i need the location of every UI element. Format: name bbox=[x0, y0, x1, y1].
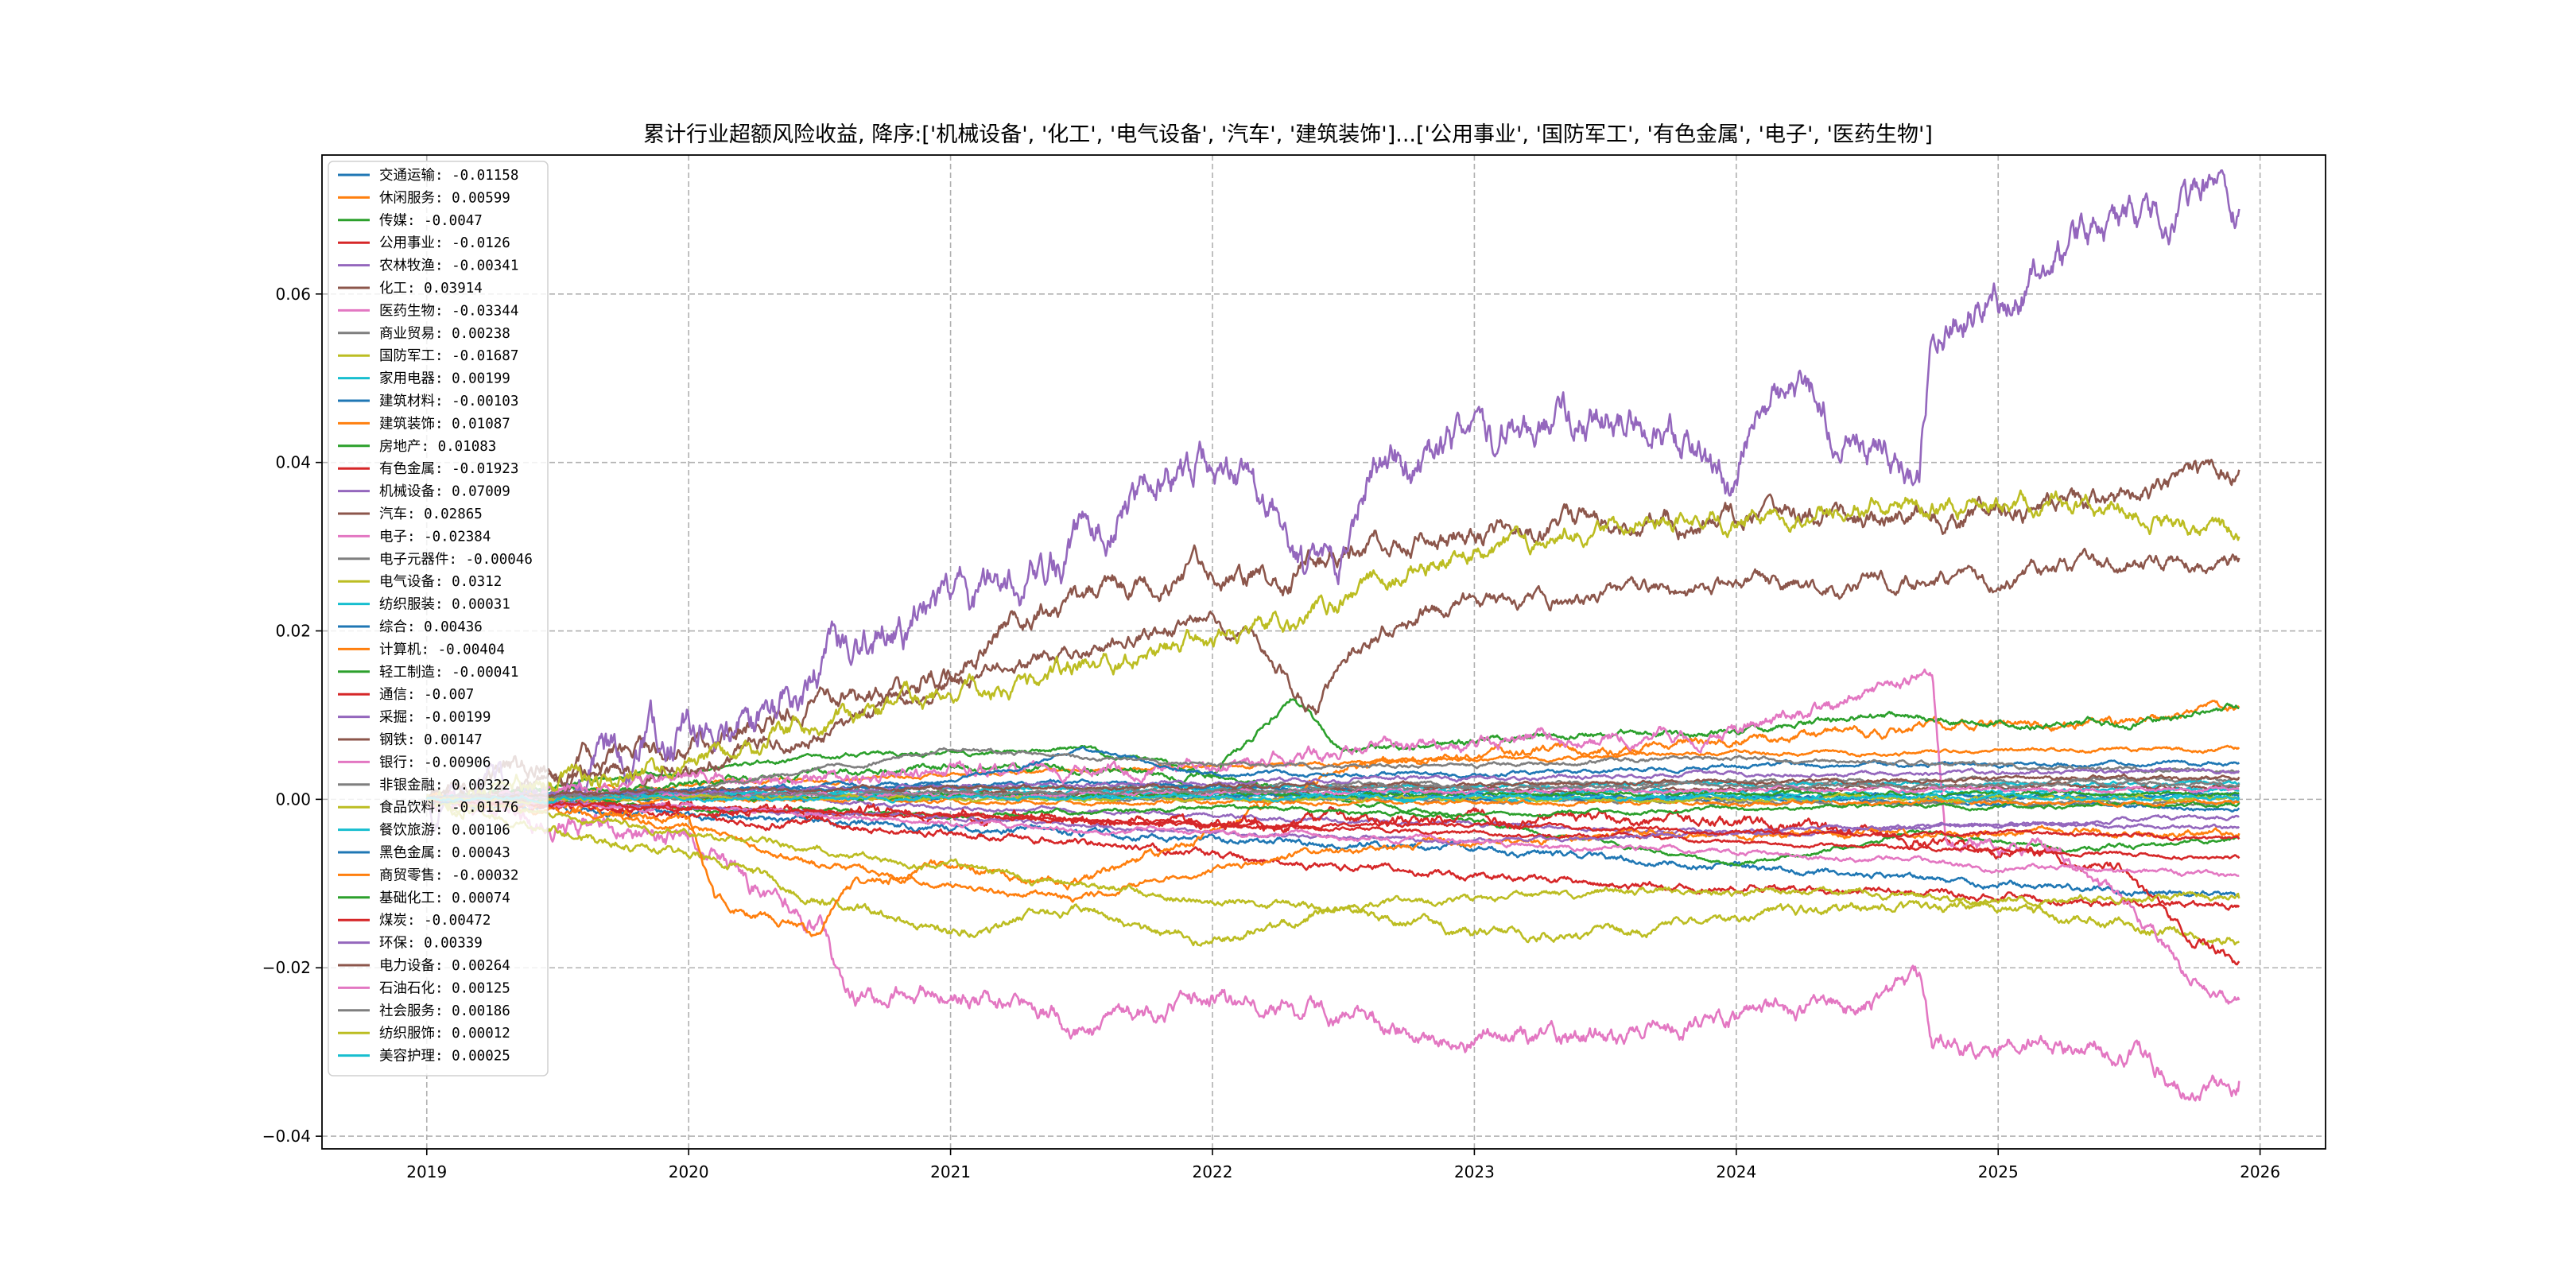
legend-entry: 美容护理: 0.00025 bbox=[379, 1049, 510, 1065]
series-lines bbox=[425, 169, 2240, 1102]
axis-ticks: 2019 2020 2021 2022 2023 2024 2025 2026 −0.04 −0.… bbox=[262, 285, 2280, 1181]
y-tick-label: 0.00 bbox=[275, 789, 311, 809]
legend-entry: 纺织服装: 0.00031 bbox=[379, 597, 510, 613]
series-line-29 bbox=[425, 786, 2240, 803]
legend-entry: 非银金融: 0.00322 bbox=[379, 778, 510, 793]
y-tick-label: −0.02 bbox=[262, 958, 311, 977]
legend-entry: 电力设备: 0.00264 bbox=[379, 958, 510, 974]
legend-box bbox=[328, 161, 549, 1077]
series-line-21 bbox=[425, 795, 2240, 903]
legend-entry: 交通运输: -0.01158 bbox=[379, 168, 518, 184]
legend-entry: 公用事业: -0.0126 bbox=[379, 235, 510, 251]
legend-entry: 餐饮旅游: 0.00106 bbox=[379, 823, 510, 839]
x-tick-label: 2020 bbox=[669, 1162, 709, 1181]
legend-entry: 有色金属: -0.01923 bbox=[379, 461, 518, 477]
series-line-39 bbox=[425, 791, 2240, 805]
x-tick-label: 2025 bbox=[1978, 1162, 2019, 1181]
series-line-14 bbox=[426, 169, 2240, 832]
legend-entry: 采掘: -0.00199 bbox=[379, 710, 491, 726]
legend-entry: 机械设备: 0.07009 bbox=[379, 484, 510, 500]
legend-entry: 食品饮料: -0.01176 bbox=[379, 800, 518, 816]
axes-frame bbox=[321, 154, 2326, 1150]
legend-entry: 纺织服饰: 0.00012 bbox=[379, 1026, 510, 1042]
chart-title: 累计行业超额风险收益, 降序:['机械设备', '化工', '电气设备', '汽… bbox=[643, 122, 1933, 147]
x-tick-label: 2021 bbox=[930, 1162, 971, 1181]
series-line-15 bbox=[425, 547, 2240, 806]
legend-entry: 通信: -0.007 bbox=[379, 687, 474, 703]
legend-entry: 医药生物: -0.03344 bbox=[379, 303, 518, 319]
series-line-27 bbox=[426, 747, 2240, 801]
y-tick-label: 0.06 bbox=[275, 285, 311, 304]
x-tick-label: 2024 bbox=[1716, 1162, 1756, 1181]
legend-entry: 汽车: 0.02865 bbox=[379, 506, 483, 522]
legend-entry: 电子元器件: -0.00046 bbox=[379, 552, 533, 568]
legend-entry: 综合: 0.00436 bbox=[379, 619, 483, 635]
legend-entry: 轻工制造: -0.00041 bbox=[379, 665, 518, 681]
series-line-18 bbox=[425, 489, 2240, 821]
legend-entry: 社会服务: 0.00186 bbox=[379, 1003, 510, 1019]
legend-entry: 石油石化: 0.00125 bbox=[379, 980, 510, 996]
legend-entry: 商贸零售: -0.00032 bbox=[379, 867, 518, 883]
legend-entry: 计算机: -0.00404 bbox=[379, 642, 505, 658]
legend-entry: 建筑材料: -0.00103 bbox=[379, 394, 518, 409]
y-tick-label: 0.04 bbox=[275, 453, 311, 472]
series-line-3 bbox=[426, 794, 2240, 911]
legend-entry: 煤炭: -0.00472 bbox=[379, 913, 491, 929]
y-tick-label: −0.04 bbox=[262, 1127, 311, 1146]
legend-entry: 国防军工: -0.01687 bbox=[379, 348, 518, 364]
series-line-28 bbox=[426, 798, 2240, 913]
series-line-5 bbox=[425, 458, 2240, 802]
y-tick-label: 0.02 bbox=[275, 622, 311, 641]
legend-entry: 电气设备: 0.0312 bbox=[379, 574, 502, 590]
legend-entry: 环保: 0.00339 bbox=[379, 936, 483, 952]
x-tick-label: 2022 bbox=[1193, 1162, 1233, 1181]
legend-entry: 基础化工: 0.00074 bbox=[379, 890, 510, 906]
legend-entry: 商业贸易: 0.00238 bbox=[379, 326, 510, 342]
x-tick-label: 2019 bbox=[406, 1162, 447, 1181]
series-line-35 bbox=[425, 773, 2240, 802]
series-line-26 bbox=[425, 797, 2240, 878]
x-tick-label: 2023 bbox=[1454, 1162, 1495, 1181]
legend-entry: 传媒: -0.0047 bbox=[379, 213, 483, 229]
legend-entry: 化工: 0.03914 bbox=[379, 281, 483, 297]
legend-entry: 钢铁: 0.00147 bbox=[379, 732, 483, 748]
x-tick-label: 2026 bbox=[2240, 1162, 2280, 1181]
legend-entry: 休闲服务: 0.00599 bbox=[379, 190, 510, 206]
legend: 交通运输: -0.01158 休闲服务: 0.00599 传媒: -0.0047 公用… bbox=[328, 161, 549, 1077]
legend-entry: 家用电器: 0.00199 bbox=[379, 371, 510, 387]
legend-entry: 电子: -0.02384 bbox=[379, 529, 491, 545]
series-line-0 bbox=[426, 797, 2240, 898]
legend-entry: 黑色金属: 0.00043 bbox=[379, 845, 510, 861]
series-line-38 bbox=[425, 792, 2240, 805]
legend-entry: 房地产: 0.01083 bbox=[379, 439, 496, 455]
legend-entry: 银行: -0.00906 bbox=[379, 755, 491, 770]
series-line-23 bbox=[426, 797, 2240, 861]
legend-entry: 农林牧渔: -0.00341 bbox=[379, 258, 518, 274]
series-line-33 bbox=[426, 797, 2240, 842]
legend-entry: 建筑装饰: 0.01087 bbox=[379, 416, 510, 432]
series-line-8 bbox=[425, 798, 2240, 947]
